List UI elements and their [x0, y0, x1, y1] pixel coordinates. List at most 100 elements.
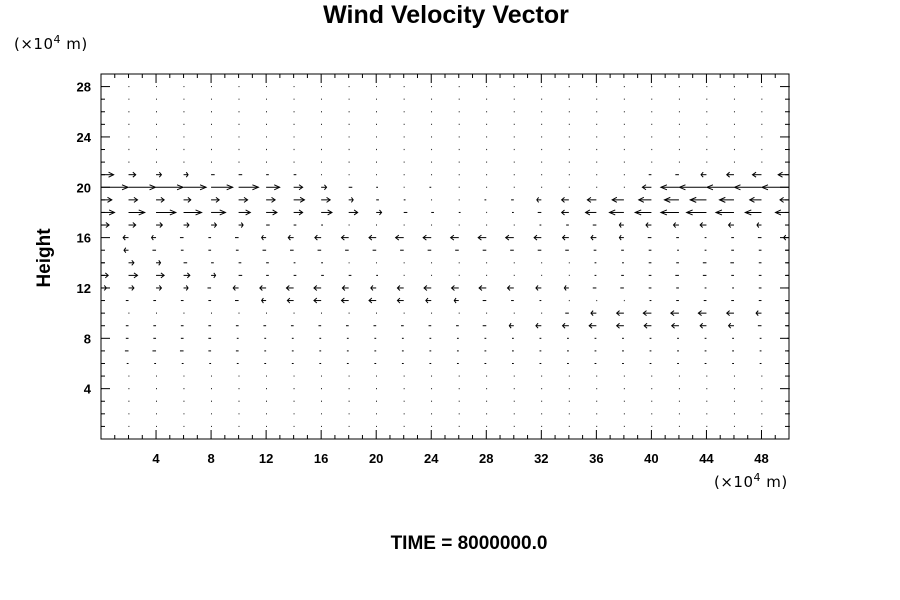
vector-arrow [506, 285, 514, 291]
vector-arrow [101, 171, 115, 178]
vector-arrow [423, 285, 432, 291]
vector-arrow [688, 196, 707, 203]
vector-arrow [641, 184, 652, 191]
vector-arrow [725, 171, 734, 178]
vector-arrow [560, 196, 569, 203]
plot-frame [100, 73, 790, 440]
x-axis-ticks: 4 8 12 16 20 24 28 32 36 40 44 48 [114, 74, 776, 466]
vector-arrow [637, 196, 652, 203]
vector-arrow [122, 234, 129, 241]
vector-arrow [101, 209, 116, 216]
vector-arrow [727, 222, 734, 228]
vector-arrow [449, 234, 459, 241]
y-tick-label: 8 [84, 331, 91, 346]
vector-arrow [293, 184, 304, 191]
vector-arrow [733, 184, 762, 191]
vector-arrow [183, 209, 203, 216]
vector-arrow [633, 209, 652, 216]
vector-arrow [150, 234, 157, 241]
time-label: TIME = 8000000.0 [391, 533, 548, 554]
vector-arrow [422, 234, 432, 241]
vector-arrow [128, 259, 135, 266]
vector-arrow [478, 285, 487, 291]
vector-arrow [743, 209, 762, 216]
vector-arrow [642, 310, 652, 317]
vector-arrow [266, 196, 276, 203]
x-tick-label: 44 [699, 451, 714, 466]
vector-arrow [211, 196, 220, 203]
vector-arrow [777, 171, 789, 178]
x-tick-label: 24 [424, 451, 439, 466]
vector-arrow [101, 184, 130, 191]
vector-arrow [782, 234, 789, 241]
vector-arrow [238, 184, 260, 191]
vector-arrow [779, 196, 789, 203]
vector-arrow [211, 272, 217, 279]
vector-arrow [561, 234, 569, 241]
vector-arrow [450, 285, 459, 291]
vector-arrow [183, 184, 208, 191]
vector-arrow [608, 209, 624, 216]
y-tick-label: 12 [77, 281, 91, 296]
vector-arrow [293, 196, 306, 203]
vector-arrow [211, 209, 227, 216]
vector-arrow [748, 196, 762, 203]
vector-arrow [341, 285, 349, 291]
vector-arrow [697, 310, 707, 317]
y-tick-label: 20 [77, 180, 91, 195]
vector-arrow [504, 234, 514, 241]
vector-arrow [663, 196, 679, 203]
vector-arrow [101, 222, 110, 228]
x-tick-label: 32 [534, 451, 548, 466]
vector-arrow [286, 297, 294, 304]
vector-arrow [584, 209, 597, 216]
vector-arrow [321, 184, 328, 191]
vector-arrow [156, 184, 185, 191]
vector-arrow [128, 209, 147, 216]
vector-arrow [123, 247, 129, 253]
vector-arrow [705, 184, 734, 191]
vector-arrow [156, 196, 165, 203]
vector-arrow [128, 171, 137, 178]
vector-arrow [183, 222, 190, 228]
vector-arrow [101, 285, 108, 291]
vector-arrow [287, 234, 294, 241]
vector-arrow [725, 310, 734, 317]
vector-arrow [453, 297, 459, 304]
x-tick-label: 48 [754, 451, 768, 466]
vector-arrow [760, 184, 789, 191]
y-unit-label: (×104 m) [14, 33, 88, 53]
vector-arrow [128, 184, 157, 191]
vector-arrow [560, 209, 569, 216]
y-tick-label: 24 [77, 130, 92, 145]
vector-arrow [261, 234, 267, 241]
vector-arrow [368, 234, 377, 241]
vector-arrow [672, 222, 679, 228]
vector-arrow [285, 285, 294, 291]
x-tick-label: 20 [369, 451, 383, 466]
vector-arrow [211, 184, 234, 191]
y-tick-label: 16 [77, 231, 91, 246]
vector-arrow [340, 297, 349, 304]
vector-arrow [425, 297, 432, 304]
y-tick-label: 4 [84, 382, 92, 397]
x-tick-label: 16 [314, 451, 328, 466]
vector-arrow [238, 222, 244, 228]
x-tick-label: 12 [259, 451, 273, 466]
vector-arrow [670, 322, 679, 329]
vector-arrow [321, 209, 333, 216]
vector-arrow [588, 322, 597, 329]
vector-arrow [670, 310, 679, 317]
vector-arrow [536, 197, 542, 203]
vector-arrow [211, 222, 218, 228]
vector-arrow [586, 196, 597, 203]
vector-arrow [128, 196, 139, 203]
vector-arrow [101, 196, 113, 203]
vector-arrow [261, 297, 267, 304]
vector-arrow [313, 285, 322, 291]
vector-arrow [643, 322, 652, 329]
vector-arrow [699, 222, 707, 228]
y-axis-label: Height [34, 228, 55, 288]
x-tick-label: 28 [479, 451, 493, 466]
vector-arrow [266, 184, 281, 191]
